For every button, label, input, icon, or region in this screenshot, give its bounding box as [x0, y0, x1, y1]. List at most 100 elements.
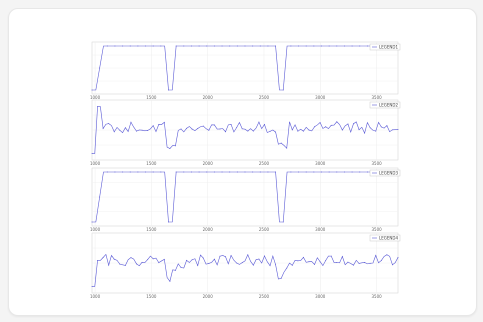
data-point — [221, 45, 223, 47]
x-tick-label: 2500 — [259, 161, 270, 166]
data-point — [114, 171, 116, 173]
data-point — [298, 171, 299, 173]
data-point — [168, 221, 169, 223]
data-point — [97, 259, 99, 261]
data-point — [364, 262, 366, 263]
x-tick-label: 3500 — [371, 294, 382, 299]
data-point — [158, 124, 160, 125]
x-tick-label: 2000 — [203, 294, 214, 299]
data-point — [175, 171, 177, 173]
data-point — [269, 265, 271, 267]
chart-3: 1000 1500 2000 2500 3000 3500 LEGEND3 — [90, 167, 401, 232]
data-point — [198, 45, 200, 47]
legend-box — [369, 43, 401, 51]
data-point — [275, 171, 277, 173]
data-point — [102, 257, 104, 258]
data-point — [108, 123, 110, 125]
data-point — [141, 129, 143, 131]
data-point — [298, 45, 299, 47]
data-point — [364, 132, 366, 134]
data-point — [99, 196, 101, 198]
data-point — [325, 260, 327, 261]
x-tick-label: 2000 — [203, 227, 214, 232]
data-point — [359, 45, 361, 47]
data-point — [114, 45, 116, 47]
data-point — [163, 121, 165, 123]
data-point — [267, 45, 269, 47]
data-point — [259, 171, 261, 173]
data-point — [386, 125, 388, 127]
data-point — [206, 171, 208, 173]
data-point — [259, 45, 261, 47]
x-tick-label: 2000 — [203, 95, 214, 100]
data-point — [136, 263, 137, 265]
data-point — [353, 264, 354, 266]
data-point — [330, 124, 332, 126]
x-tick-label: 1500 — [146, 227, 157, 232]
data-point — [124, 264, 126, 266]
data-point — [152, 45, 154, 47]
legend-box — [369, 101, 401, 109]
data-point — [321, 171, 322, 173]
data-point — [208, 262, 210, 264]
data-point — [168, 89, 169, 91]
data-point — [247, 130, 249, 132]
data-point — [175, 145, 176, 147]
data-point — [366, 45, 368, 47]
data-point — [236, 45, 238, 47]
data-point — [252, 171, 254, 173]
x-tick-label: 3500 — [371, 161, 382, 166]
data-point — [147, 130, 149, 131]
x-tick-label: 3000 — [315, 161, 326, 166]
data-point — [286, 147, 288, 149]
data-point — [269, 130, 271, 132]
data-point — [160, 45, 162, 47]
data-point — [99, 67, 101, 69]
data-point — [351, 171, 353, 173]
data-point — [297, 260, 299, 262]
x-tick-label: 2000 — [203, 161, 214, 166]
data-point — [341, 256, 343, 257]
data-point — [230, 123, 232, 125]
data-point — [391, 264, 393, 266]
data-point — [375, 254, 377, 256]
chart-4: 1000 1500 2000 2500 3000 3500 LEGEND4 — [90, 232, 401, 299]
data-point — [130, 121, 132, 123]
data-point — [113, 131, 115, 133]
data-point — [183, 171, 185, 173]
x-tick-label: 1000 — [90, 294, 101, 299]
data-point — [191, 171, 192, 173]
data-point — [122, 171, 124, 173]
data-point — [119, 263, 121, 265]
data-point — [152, 125, 154, 127]
data-point — [302, 256, 304, 258]
data-point — [351, 45, 353, 47]
data-point — [119, 129, 121, 131]
data-point — [344, 171, 345, 173]
data-point — [219, 128, 221, 130]
data-point — [275, 45, 277, 47]
data-point — [391, 129, 393, 131]
data-point — [180, 267, 182, 268]
data-point — [302, 130, 304, 132]
data-point — [102, 128, 104, 129]
data-point — [186, 259, 188, 261]
data-point — [375, 130, 377, 132]
x-tick-label: 1500 — [146, 95, 157, 100]
data-point — [319, 122, 321, 123]
data-point — [275, 131, 277, 133]
data-point — [152, 171, 154, 173]
data-point — [124, 127, 126, 129]
data-point — [286, 267, 288, 269]
data-point — [358, 262, 360, 264]
data-point — [328, 45, 330, 47]
data-point — [336, 171, 338, 173]
data-point — [229, 171, 231, 173]
data-point — [225, 256, 226, 258]
data-point — [359, 171, 361, 173]
data-point — [91, 152, 93, 154]
data-point — [91, 89, 93, 91]
data-point — [197, 265, 199, 267]
legend-label: LEGEND4 — [379, 236, 398, 241]
data-point — [91, 285, 93, 287]
